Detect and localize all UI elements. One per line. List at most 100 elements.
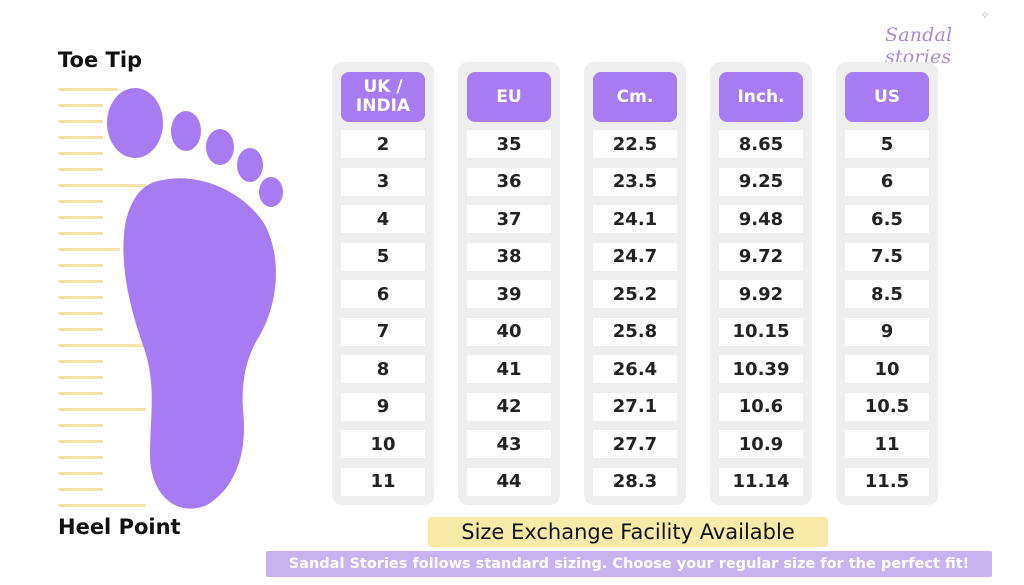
size-cell: 10.39 [719,355,803,383]
size-cell: 11 [341,467,425,496]
ruler-tick [58,200,103,203]
column-header: US [845,72,929,122]
size-cell: 6 [845,167,929,196]
size-cell: 41 [467,355,551,383]
size-cell: 24.7 [593,242,677,271]
ruler-tick [58,360,103,363]
ruler-tick [58,216,103,219]
brand-logo: Sandal stories [885,24,953,68]
ruler-tick [58,328,103,331]
size-cell: 9.72 [719,242,803,271]
ruler-tick [58,264,103,267]
ruler-tick [58,168,103,171]
size-cell: 6.5 [845,205,929,233]
size-cell: 6 [341,280,425,308]
column-header: EU [467,72,551,122]
size-cell: 11 [845,430,929,458]
size-cell: 10.15 [719,317,803,346]
size-cell: 40 [467,317,551,346]
size-cell: 26.4 [593,355,677,383]
ruler-tick [58,232,103,235]
size-cell: 9.25 [719,167,803,196]
ruler-tick [58,88,118,91]
ruler-tick [58,104,103,107]
size-cell: 10.5 [845,392,929,421]
ruler-tick [58,184,146,187]
size-cell: 8.5 [845,280,929,308]
size-cell: 10 [845,355,929,383]
toe-tip-label: Toe Tip [58,48,143,72]
ruler-tick [58,280,103,283]
toe-3 [206,129,234,165]
size-cell: 28.3 [593,467,677,496]
size-cell: 39 [467,280,551,308]
size-cell: 35 [467,130,551,158]
ruler-tick [58,456,103,459]
size-cell: 5 [845,130,929,158]
ruler-tick [58,408,146,411]
size-exchange-banner: Size Exchange Facility Available [428,517,828,547]
big-toe [107,88,163,158]
size-cell: 10.9 [719,430,803,458]
size-cell: 10.6 [719,392,803,421]
size-cell: 3 [341,167,425,196]
size-column-inch: Inch. 8.65 9.25 9.48 9.72 9.92 10.15 10.39 10.6 1… [710,62,812,505]
ruler-tick [58,376,103,379]
size-cell: 11.14 [719,467,803,496]
size-cell: 42 [467,392,551,421]
ruler-tick [58,488,103,491]
ruler-tick [58,472,103,475]
size-cell: 43 [467,430,551,458]
measurement-ruler [58,80,158,510]
size-cell: 25.8 [593,317,677,346]
heel-point-label: Heel Point [58,515,181,539]
size-cell: 25.2 [593,280,677,308]
size-cell: 5 [341,242,425,271]
ruler-tick [58,312,103,315]
ruler-tick [58,296,103,299]
column-header: Inch. [719,72,803,122]
size-cell: 9.48 [719,205,803,233]
size-cell: 7.5 [845,242,929,271]
size-cell: 9 [845,317,929,346]
size-cell: 8.65 [719,130,803,158]
size-cell: 44 [467,467,551,496]
sole [123,178,276,509]
toe-5 [259,177,283,207]
size-cell: 2 [341,130,425,158]
size-cell: 7 [341,317,425,346]
size-cell: 11.5 [845,467,929,496]
size-cell: 38 [467,242,551,271]
ruler-tick [58,120,103,123]
column-header: UK / INDIA [341,72,425,122]
ruler-tick [58,424,103,427]
toe-4 [237,148,263,182]
size-cell: 37 [467,205,551,233]
size-cell: 27.7 [593,430,677,458]
toe-2 [171,111,201,151]
size-cell: 8 [341,355,425,383]
size-column-us: US 5 6 6.5 7.5 8.5 9 10 10.5 11 11.5 [836,62,938,505]
size-cell: 23.5 [593,167,677,196]
column-header: Cm. [593,72,677,122]
size-cell: 22.5 [593,130,677,158]
size-column-uk-india: UK / INDIA 2 3 4 5 6 7 8 9 10 11 [332,62,434,505]
size-column-eu: EU 35 36 37 38 39 40 41 42 43 44 [458,62,560,505]
ruler-tick [58,136,103,139]
ruler-tick [58,392,103,395]
ruler-tick [58,152,103,155]
size-cell: 27.1 [593,392,677,421]
sizing-note-banner: Sandal Stories follows standard sizing. … [266,551,992,577]
size-cell: 10 [341,430,425,458]
size-column-cm: Cm. 22.5 23.5 24.1 24.7 25.2 25.8 26.4 27.1 27.7 2… [584,62,686,505]
size-cell: 36 [467,167,551,196]
foot-outline-icon [107,88,283,509]
sparkle-icon: ✧ [980,8,991,22]
ruler-tick [58,440,103,443]
size-cell: 24.1 [593,205,677,233]
ruler-tick [58,248,120,251]
size-cell: 9 [341,392,425,421]
size-cell: 4 [341,205,425,233]
ruler-tick [58,344,146,347]
ruler-tick [58,504,146,507]
